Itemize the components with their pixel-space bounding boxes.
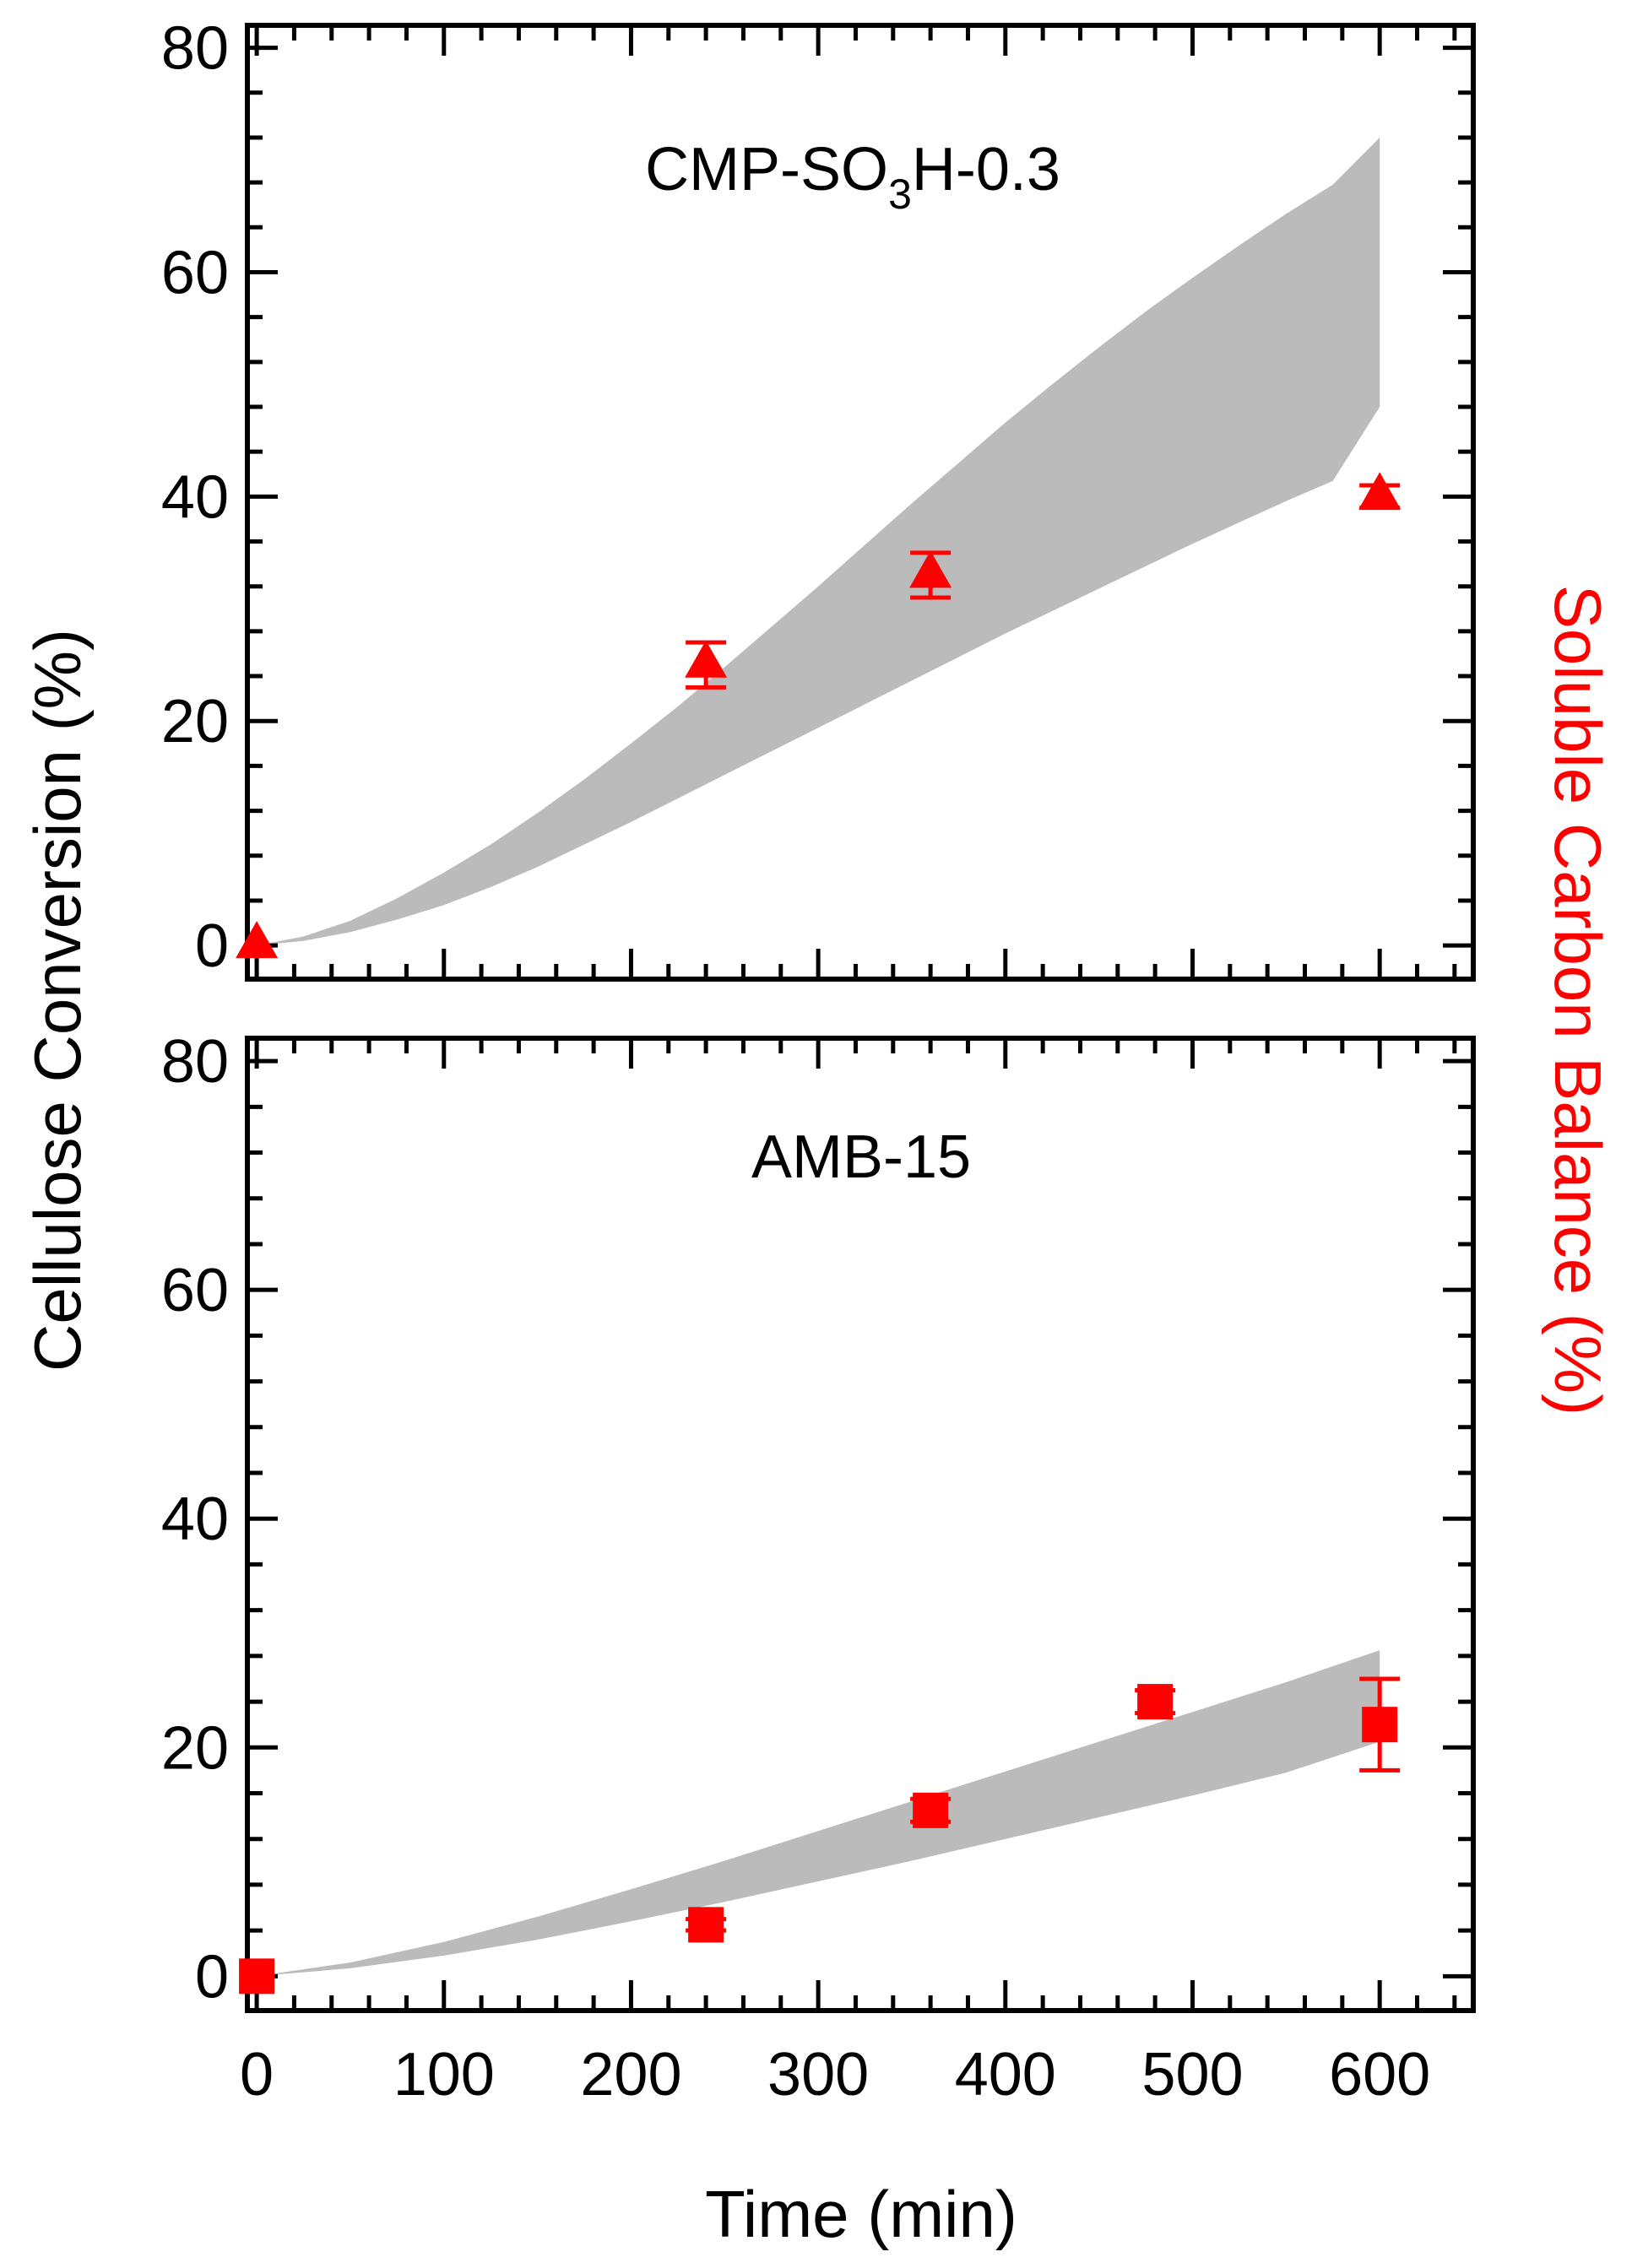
square-marker (1362, 1707, 1398, 1743)
bottom-y-tick-labels: 0 20 40 60 80 (161, 1028, 229, 2011)
bottom-ticks (247, 1038, 1473, 2011)
x-tick-label: 300 (767, 2041, 869, 2108)
y-tick-label: 60 (161, 239, 229, 306)
top-model-band (257, 137, 1380, 946)
model-band-area (257, 1650, 1380, 1977)
y-tick-label: 80 (161, 1028, 229, 1096)
bottom-model-band (257, 1650, 1380, 1977)
right-y-axis-title: Soluble Carbon Balance (%) (1541, 585, 1615, 1415)
y-tick-label: 20 (161, 688, 229, 755)
x-tick-label: 200 (580, 2041, 681, 2108)
x-tick-label: 500 (1141, 2041, 1243, 2108)
x-tick-label: 0 (240, 2041, 274, 2108)
triangle-marker (1358, 472, 1402, 510)
triangle-marker (685, 640, 728, 678)
top-data-points (236, 472, 1402, 959)
y-tick-label: 40 (161, 1486, 229, 1553)
x-tick-label: 400 (955, 2041, 1056, 2108)
triangle-marker (909, 550, 952, 588)
top-plot-frame (245, 23, 1476, 982)
top-y-tick-labels: 0 20 40 60 80 (161, 15, 229, 981)
bottom-plot-frame (245, 1036, 1476, 2013)
y-tick-label: 80 (161, 15, 229, 83)
x-tick-labels: 0 100 200 300 400 500 600 (240, 2041, 1430, 2108)
x-tick-label: 100 (393, 2041, 495, 2108)
square-marker (239, 1958, 275, 1995)
x-axis-title: Time (min) (705, 2177, 1017, 2251)
y-tick-label: 40 (161, 463, 229, 531)
square-marker (913, 1792, 949, 1828)
triangle-marker (236, 921, 279, 959)
left-y-axis-title: Cellulose Conversion (%) (20, 629, 95, 1372)
y-tick-label: 60 (161, 1257, 229, 1324)
model-band-area (257, 137, 1380, 946)
bottom-panel-label: AMB-15 (751, 1123, 971, 1191)
y-tick-label: 0 (195, 912, 229, 980)
square-marker (1137, 1684, 1174, 1720)
top-ticks (247, 25, 1473, 979)
top-panel-label: CMP-SO3H-0.3 (645, 136, 1060, 218)
panel-amb-15: 0 20 40 60 80 0 100 200 300 400 500 600 AMB-15 (161, 1028, 1476, 2108)
square-marker (688, 1907, 724, 1943)
bottom-data-points (239, 1676, 1401, 1995)
x-tick-label: 600 (1329, 2041, 1430, 2108)
y-tick-label: 20 (161, 1714, 229, 1782)
panel-cmp-so3h: 0 20 40 60 80 CMP-SO3H-0.3 (161, 15, 1476, 982)
y-tick-label: 0 (195, 1943, 229, 2011)
